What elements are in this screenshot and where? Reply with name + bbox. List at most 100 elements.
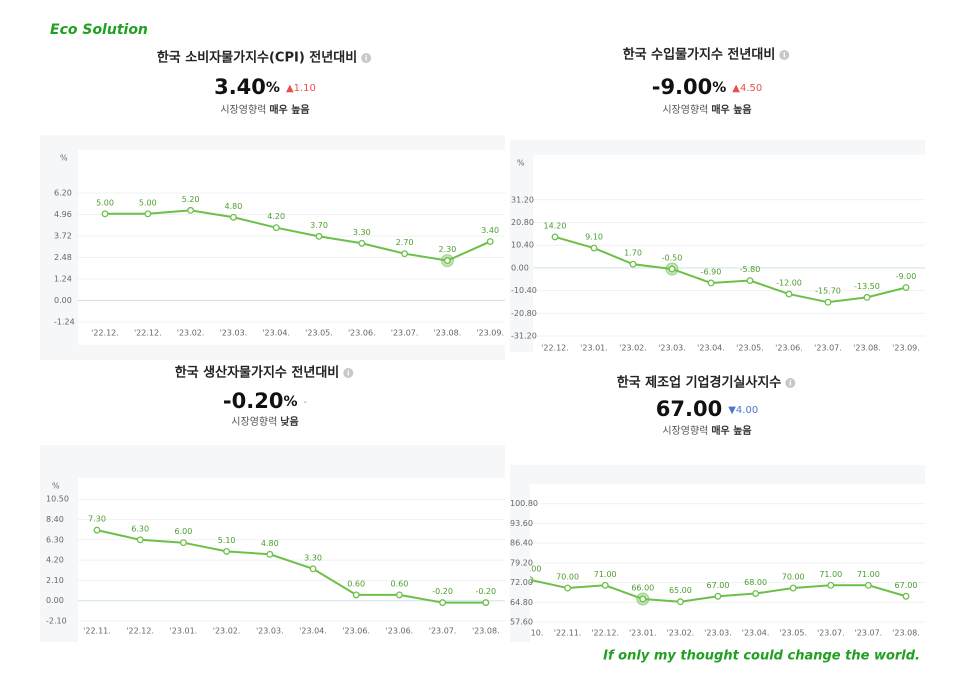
data-label: 3.30 [304,553,322,562]
x-tick-label: '23.07. [814,344,842,353]
x-tick-label: '23.05. [305,329,333,338]
data-point [530,576,534,584]
y-tick-label: 10.50 [46,495,69,504]
influence: 시장영향력 매우 높음 [220,103,309,116]
data-label: 66.00 [631,584,654,593]
data-label: 5.00 [139,198,157,207]
data-point [824,298,832,306]
info-icon-mark: i [783,52,785,60]
data-point [676,598,684,606]
data-label: 5.00 [96,198,114,207]
y-tick-label: -10.40 [511,286,537,295]
data-label: 73.00 [519,564,542,573]
influence-level: 매우 높음 [711,103,751,116]
y-tick-label: -1.24 [54,318,75,327]
data-label: -15.70 [815,287,841,296]
x-tick-label: '23.07. [855,629,883,638]
value-number: 67.00 [656,397,722,421]
y-tick-label: 4.96 [54,210,72,219]
influence: 시장영향력 낮음 [231,415,298,428]
data-point [551,233,559,241]
info-icon-mark: i [789,380,791,388]
data-label: 5.20 [182,195,200,204]
indicator-value: 67.00 ▼4.00 [656,397,758,421]
x-tick-label: '23.07. [817,629,845,638]
value-change: ▲1.10 [286,83,316,94]
y-tick-label: -2.10 [46,617,67,626]
plot-layer: 5.00 5.00 5.20 4.80 4.20 3.70 3.30 2.70 2.30 3.40 [78,192,505,323]
data-label: 70.00 [782,573,805,582]
data-point [668,265,676,273]
y-tick-label: 31.20 [511,195,534,204]
data-point [315,232,323,240]
influence-level: 매우 높음 [711,424,751,437]
x-tick-label: '23.06. [775,344,803,353]
data-label: 65.00 [669,586,692,595]
brand: Eco Solution [50,22,148,38]
info-icon-mark: i [347,370,349,378]
data-label: 1.70 [624,249,642,258]
data-point [439,599,447,607]
influence-label: 시장영향력 [231,416,277,428]
data-point [714,592,722,600]
data-point [864,581,872,589]
info-icon [343,368,354,378]
y-unit: % [52,482,60,491]
y-tick-label: 6.20 [54,189,72,198]
x-tick-label: '23.01. [170,627,198,636]
plot-layer: 73.00 70.00 71.00 66.00 65.00 67.00 68.00 70.00… [519,503,925,623]
value-unit: % [283,394,297,410]
data-point [223,547,231,555]
data-point [401,250,409,258]
y-unit: % [517,159,525,168]
data-label: -0.20 [432,587,453,596]
x-tick-label: '22.11. [83,627,111,636]
x-tick-label: '23.02. [667,629,695,638]
data-label: -6.90 [701,267,722,276]
data-point [564,584,572,592]
value-change: ▼4.00 [728,405,758,416]
y-tick-label: 2.10 [46,576,64,585]
data-label: 67.00 [707,581,730,590]
data-point [601,581,609,589]
data-line [96,529,486,604]
data-point [752,590,760,597]
indicator-title: 한국 생산자물가지수 전년대비 [175,365,340,381]
data-label: 3.30 [353,228,371,237]
influence: 시장영향력 매우 높음 [662,424,751,437]
indicator-title: 한국 소비자물가지수(CPI) 전년대비 [157,50,357,66]
data-point [352,591,360,599]
data-label: 2.30 [438,245,456,254]
indicator-value: -0.20% - [223,389,308,413]
data-point [482,599,490,607]
data-point [395,591,403,599]
data-label: 6.00 [174,527,192,536]
y-tick-label: -31.20 [511,332,537,341]
data-point [358,239,366,247]
influence-level: 낮음 [280,415,298,428]
x-tick-label: '22.12. [126,627,154,636]
x-tick-label: '23.01. [629,629,657,638]
indicator-value: -9.00% ▲4.50 [652,75,763,99]
y-tick-label: 93.60 [510,519,533,528]
data-point [266,550,274,558]
data-line [105,209,491,262]
y-tick-label: 6.30 [46,535,64,544]
data-label: 71.00 [819,570,842,579]
data-label: -12.00 [776,279,802,288]
value-change: ▲4.50 [732,83,762,94]
y-tick-label: 10.40 [511,241,534,250]
x-tick-label: '23.04. [299,627,327,636]
data-label: 7.30 [88,515,106,524]
data-point [93,526,101,534]
x-tick-label: '23.02. [619,344,647,353]
x-tick-label: '23.06. [386,627,414,636]
x-tick-label: '23.06. [342,627,370,636]
data-point [179,539,187,547]
data-point [272,224,280,232]
value-number: 3.40 [214,75,266,99]
info-icon [785,378,796,388]
x-tick-label: '22.12. [541,344,569,353]
data-point [229,213,237,221]
